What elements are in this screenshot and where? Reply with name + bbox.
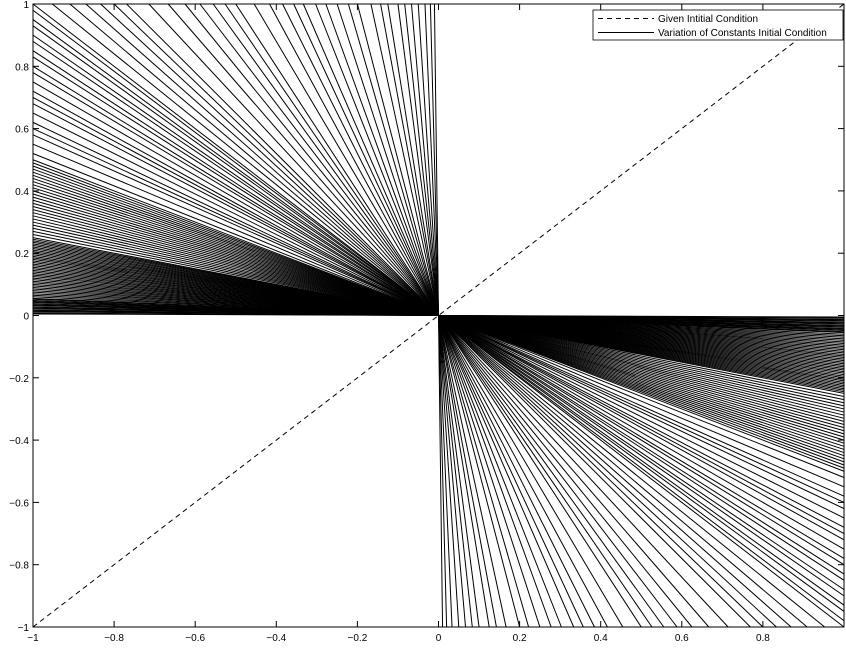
legend-label-given: Given Intitial Condition bbox=[658, 14, 758, 25]
x-tick-label: −0.8 bbox=[104, 633, 124, 644]
x-tick-label: 0.8 bbox=[756, 633, 770, 644]
x-tick-label: 0.2 bbox=[513, 633, 527, 644]
x-tick-label: −1 bbox=[27, 633, 39, 644]
y-tick-label: 0.2 bbox=[15, 249, 29, 260]
legend-box bbox=[592, 9, 844, 41]
y-tick-label: −0.4 bbox=[9, 436, 29, 447]
x-tick-label: 0.6 bbox=[675, 633, 689, 644]
y-tick-label: 0.8 bbox=[15, 62, 29, 73]
x-tick-label: −0.6 bbox=[185, 633, 205, 644]
legend-label-variation: Variation of Constants Initial Condition bbox=[658, 28, 827, 39]
y-tick-label: −0.6 bbox=[9, 498, 29, 509]
y-tick-label: 1 bbox=[23, 0, 29, 11]
x-tick-label: −0.4 bbox=[266, 633, 286, 644]
y-tick-label: −0.8 bbox=[9, 561, 29, 572]
y-tick-label: 0.6 bbox=[15, 125, 29, 136]
solution-line bbox=[433, 3, 444, 628]
x-tick-label: 0 bbox=[436, 633, 442, 644]
solution-lines bbox=[32, 3, 845, 628]
x-tick-label: −0.2 bbox=[348, 633, 368, 644]
x-tick-label: 0.4 bbox=[594, 633, 608, 644]
y-tick-label: −0.2 bbox=[9, 374, 29, 385]
y-tick-label: −1 bbox=[18, 623, 30, 634]
y-tick-label: 0 bbox=[23, 312, 29, 323]
x-axis-ticks: −1 −0.8 −0.6 −0.4 −0.2 0 0.2 0.4 0.6 0.8 bbox=[27, 4, 770, 644]
y-tick-label: 0.4 bbox=[15, 187, 29, 198]
y-axis-ticks: 1 0.8 0.6 0.4 0.2 0 −0.2 −0.4 −0.6 −0.8 −1 bbox=[9, 0, 844, 634]
legend: Given Intitial Condition Variation of Co… bbox=[592, 9, 844, 41]
